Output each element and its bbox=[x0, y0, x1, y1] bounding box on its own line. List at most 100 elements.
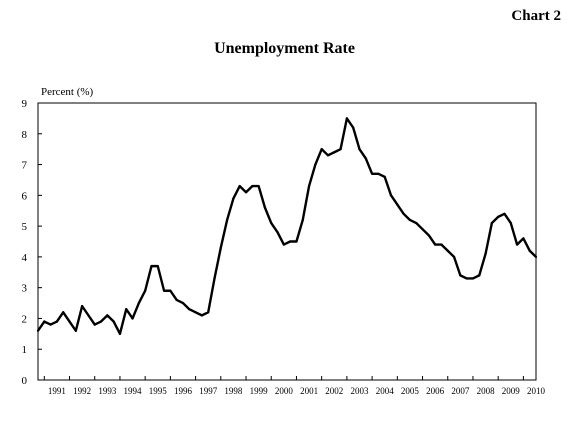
data-point bbox=[207, 311, 210, 314]
x-tick-label: 2009 bbox=[502, 386, 521, 396]
data-point bbox=[320, 148, 323, 151]
plot-border bbox=[37, 102, 537, 381]
data-point bbox=[490, 221, 493, 225]
x-tick-label: 2003 bbox=[350, 386, 369, 396]
data-point bbox=[534, 255, 538, 258]
data-point bbox=[162, 289, 166, 292]
data-point bbox=[434, 243, 437, 246]
data-point bbox=[339, 148, 342, 151]
data-point bbox=[408, 218, 412, 222]
x-tick-label: 2002 bbox=[325, 386, 343, 396]
data-point bbox=[200, 314, 203, 317]
data-point bbox=[364, 157, 367, 160]
data-point bbox=[55, 320, 59, 323]
data-point bbox=[68, 320, 71, 323]
data-point bbox=[528, 249, 531, 252]
data-point bbox=[371, 172, 374, 175]
data-point bbox=[43, 320, 46, 323]
data-point bbox=[326, 154, 330, 157]
data-point bbox=[333, 151, 336, 154]
x-tick-label: 2000 bbox=[275, 386, 294, 396]
y-tick-label: 0 bbox=[22, 375, 28, 387]
y-tick-label: 7 bbox=[22, 160, 28, 172]
data-point bbox=[352, 126, 355, 129]
data-point bbox=[402, 212, 405, 215]
x-tick-label: 1997 bbox=[199, 386, 218, 396]
y-tick-label: 6 bbox=[22, 190, 28, 202]
data-point bbox=[427, 234, 430, 237]
unemployment-rate-line bbox=[37, 117, 537, 336]
data-point bbox=[314, 163, 317, 166]
data-point bbox=[396, 203, 399, 206]
y-tick-label: 3 bbox=[22, 283, 28, 295]
x-tick-label: 2010 bbox=[527, 386, 546, 396]
data-point bbox=[377, 172, 380, 175]
data-point bbox=[81, 305, 84, 308]
data-point bbox=[421, 228, 424, 231]
x-tick-label: 1993 bbox=[98, 386, 117, 396]
y-tick-label: 2 bbox=[22, 313, 28, 325]
data-point bbox=[276, 231, 279, 234]
y-tick-label: 1 bbox=[22, 344, 28, 356]
y-axis: 0 1 2 3 4 5 6 7 8 9 bbox=[22, 98, 42, 387]
data-point bbox=[383, 175, 386, 178]
x-tick-label: 1992 bbox=[73, 386, 91, 396]
data-point bbox=[307, 185, 311, 188]
data-point bbox=[125, 308, 128, 311]
data-point bbox=[36, 329, 40, 332]
data-point bbox=[503, 212, 506, 215]
data-point bbox=[257, 185, 260, 188]
data-point bbox=[358, 148, 361, 151]
data-point bbox=[440, 243, 443, 246]
y-tick-label: 9 bbox=[22, 98, 28, 110]
x-tick-label: 1991 bbox=[48, 386, 66, 396]
data-point bbox=[301, 218, 304, 222]
x-tick-label: 2007 bbox=[451, 386, 470, 396]
data-point bbox=[389, 194, 393, 197]
data-point bbox=[263, 206, 267, 209]
x-tick-label: 2005 bbox=[401, 386, 420, 396]
data-point bbox=[156, 265, 159, 268]
chart-number: Chart 2 bbox=[511, 8, 561, 24]
data-point bbox=[87, 314, 90, 317]
data-point bbox=[232, 197, 235, 200]
x-tick-label: 1998 bbox=[224, 386, 243, 396]
x-tick-label: 1999 bbox=[250, 386, 269, 396]
data-point bbox=[238, 185, 241, 188]
chart-title: Unemployment Rate bbox=[214, 40, 355, 57]
data-point bbox=[144, 289, 147, 292]
data-point bbox=[137, 301, 140, 305]
data-point bbox=[93, 323, 96, 326]
x-tick-label: 2001 bbox=[300, 386, 318, 396]
data-point bbox=[270, 221, 273, 225]
data-point bbox=[515, 243, 519, 246]
y-tick-label: 5 bbox=[22, 221, 28, 233]
x-tick-label: 1995 bbox=[149, 386, 168, 396]
data-point bbox=[226, 218, 229, 222]
x-tick-label: 2004 bbox=[376, 386, 395, 396]
plot-frame bbox=[37, 102, 537, 381]
data-point bbox=[289, 240, 292, 243]
data-point bbox=[106, 314, 109, 317]
data-point bbox=[522, 237, 525, 240]
data-point bbox=[49, 323, 52, 326]
y-tick-label: 8 bbox=[22, 129, 28, 141]
data-point bbox=[282, 243, 285, 246]
data-point bbox=[213, 277, 216, 280]
data-point bbox=[181, 301, 185, 305]
data-point bbox=[194, 311, 197, 314]
data-point bbox=[484, 252, 487, 255]
data-point bbox=[295, 240, 298, 243]
data-point bbox=[415, 221, 418, 225]
x-axis: 1991 1992 1993 1994 1995 1996 1997 1998 1999 2000… bbox=[43, 376, 546, 396]
y-tick-label: 4 bbox=[22, 252, 28, 264]
x-tick-label: 2008 bbox=[477, 386, 496, 396]
data-point bbox=[509, 221, 512, 225]
data-point bbox=[175, 298, 178, 302]
data-point bbox=[244, 191, 248, 194]
data-point bbox=[62, 311, 65, 314]
data-point bbox=[99, 320, 103, 323]
data-point bbox=[345, 117, 348, 120]
data-point bbox=[169, 289, 172, 292]
